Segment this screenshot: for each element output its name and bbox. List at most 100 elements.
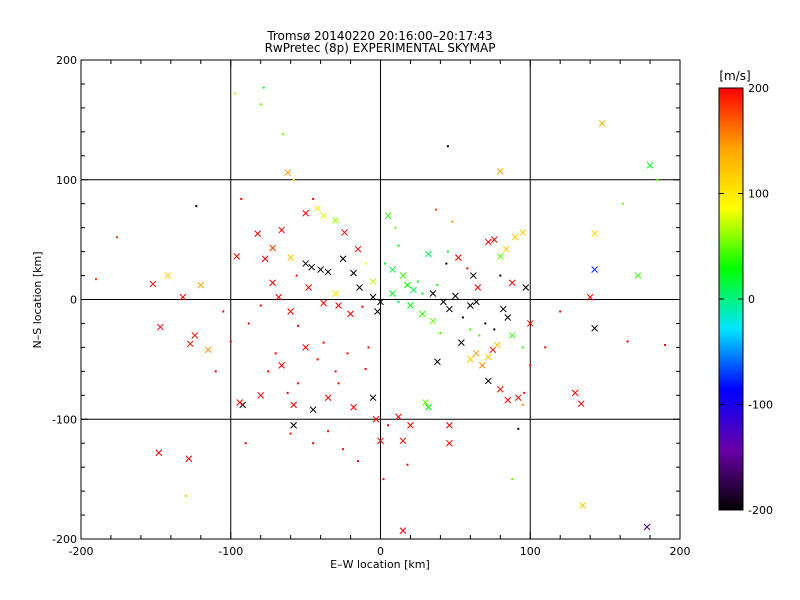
data-point-dot xyxy=(383,262,386,265)
data-point-cross-stroke xyxy=(320,299,327,307)
data-point-cross xyxy=(204,346,212,354)
data-point-cross xyxy=(369,394,377,402)
data-point-cross-stroke xyxy=(425,250,432,258)
data-point-dot xyxy=(361,305,364,308)
data-point-cross-stroke xyxy=(302,260,309,267)
data-point-dot xyxy=(259,304,262,307)
data-point-cross-stroke xyxy=(204,346,212,354)
data-point-cross xyxy=(278,362,286,369)
data-point-cross xyxy=(287,254,295,261)
data-point-cross-stroke xyxy=(504,396,512,404)
data-point-cross-stroke xyxy=(407,302,414,309)
data-point-dot xyxy=(297,324,300,327)
data-point-cross-stroke xyxy=(634,272,642,279)
data-point-cross xyxy=(490,236,498,243)
data-point-cross xyxy=(389,266,396,273)
data-point-cross xyxy=(496,385,504,393)
data-point-cross xyxy=(302,260,309,267)
data-point-cross xyxy=(446,305,453,313)
data-point-cross-stroke xyxy=(354,245,362,253)
data-point-cross xyxy=(591,324,598,332)
data-point-cross xyxy=(269,244,277,252)
data-point-cross xyxy=(320,212,327,220)
data-point-cross-stroke xyxy=(157,323,164,331)
data-point-cross-stroke xyxy=(591,266,598,273)
data-point-cross xyxy=(185,455,193,463)
data-point-cross xyxy=(474,284,482,291)
data-point-cross xyxy=(314,205,321,212)
data-point-cross-stroke xyxy=(469,272,477,279)
data-point-cross-stroke xyxy=(586,293,594,301)
data-point-dot xyxy=(416,280,419,283)
data-point-cross xyxy=(591,230,598,237)
data-point-dot xyxy=(312,442,315,445)
data-point-cross-stroke xyxy=(452,292,459,300)
data-point-cross-stroke xyxy=(496,253,504,260)
y-tick-label: 200 xyxy=(56,54,77,67)
data-point-cross xyxy=(425,403,432,411)
data-point-cross xyxy=(643,523,651,531)
data-point-dot xyxy=(346,352,349,355)
data-point-cross-stroke xyxy=(324,268,332,276)
data-point-dot xyxy=(195,205,198,208)
data-point-dot xyxy=(434,208,437,211)
data-point-cross xyxy=(374,308,381,315)
data-point-cross-stroke xyxy=(302,344,309,351)
data-point-cross-stroke xyxy=(377,298,384,306)
data-point-dot xyxy=(626,340,629,343)
data-point-cross-stroke xyxy=(496,385,504,393)
data-point-cross-stroke xyxy=(320,212,327,220)
data-point-cross xyxy=(440,298,447,306)
data-point-cross-stroke xyxy=(369,394,377,402)
data-point-cross-stroke xyxy=(236,399,244,406)
data-point-cross xyxy=(275,293,283,301)
data-point-cross-stroke xyxy=(407,421,414,429)
data-point-cross xyxy=(399,527,407,534)
data-point-dot xyxy=(559,310,562,313)
data-point-cross xyxy=(526,320,534,327)
data-point-dot xyxy=(292,178,295,181)
data-point-dot xyxy=(406,463,409,466)
data-point-cross-stroke xyxy=(399,527,407,534)
data-point-cross xyxy=(484,377,492,385)
data-point-cross xyxy=(598,120,606,127)
data-point-cross-stroke xyxy=(519,229,527,236)
data-point-cross-stroke xyxy=(502,245,510,253)
colorbar-label: [m/s] xyxy=(719,69,750,83)
data-point-cross-stroke xyxy=(275,293,283,301)
data-point-dot xyxy=(234,92,237,95)
data-point-cross xyxy=(309,406,317,414)
data-point-cross xyxy=(191,332,199,339)
data-point-cross-stroke xyxy=(493,341,501,349)
data-point-cross-stroke xyxy=(197,281,205,289)
data-point-cross xyxy=(179,293,187,301)
data-point-dot xyxy=(394,226,397,229)
data-point-cross-stroke xyxy=(339,255,347,263)
data-point-cross-stroke xyxy=(514,394,522,402)
data-point-cross-stroke xyxy=(233,253,241,260)
data-point-cross xyxy=(493,341,501,349)
data-point-cross-stroke xyxy=(446,421,453,429)
data-point-cross xyxy=(522,284,530,291)
data-point-cross xyxy=(591,266,598,273)
data-point-cross-stroke xyxy=(399,437,407,445)
data-point-cross xyxy=(429,317,437,325)
data-point-cross-stroke xyxy=(308,263,315,271)
data-point-cross-stroke xyxy=(332,217,339,224)
data-point-cross-stroke xyxy=(155,449,163,457)
data-point-cross xyxy=(508,279,516,287)
data-point-dot xyxy=(240,197,243,200)
data-point-cross xyxy=(434,358,441,366)
data-point-cross-stroke xyxy=(290,421,297,429)
y-axis-label: N–S location [km] xyxy=(31,251,44,348)
data-point-cross xyxy=(157,323,164,331)
data-point-cross-stroke xyxy=(399,272,407,279)
data-point-cross-stroke xyxy=(484,377,492,385)
data-point-cross xyxy=(339,255,347,263)
data-point-cross-stroke xyxy=(356,284,363,291)
data-point-cross xyxy=(350,269,357,277)
data-point-cross-stroke xyxy=(287,254,295,261)
data-point-cross-stroke xyxy=(526,320,534,327)
data-point-cross xyxy=(577,400,585,408)
